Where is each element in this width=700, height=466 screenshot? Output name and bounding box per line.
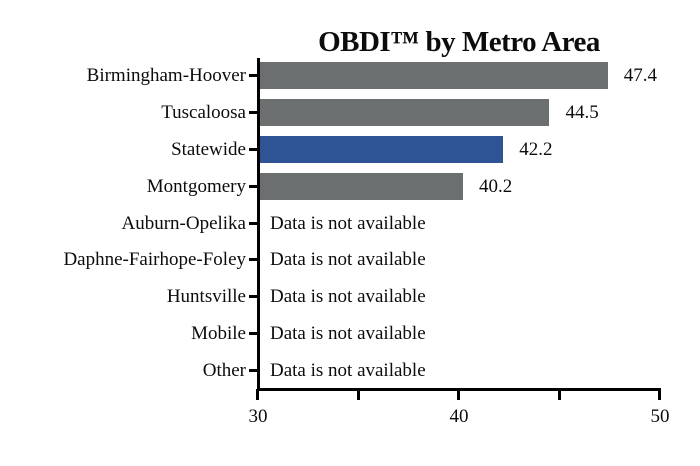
y-axis-tick	[249, 258, 258, 262]
x-axis-tick	[457, 389, 460, 400]
missing-data-label: Data is not available	[270, 249, 426, 271]
missing-data-label: Data is not available	[270, 212, 426, 234]
x-axis-tick-label: 30	[248, 406, 268, 427]
missing-data-label: Data is not available	[270, 322, 426, 344]
category-label: Statewide	[171, 138, 246, 160]
category-label: Tuscaloosa	[161, 102, 246, 124]
bar	[260, 172, 464, 200]
x-axis-tick	[557, 389, 561, 400]
y-axis-tick	[249, 111, 258, 115]
x-axis-tick	[256, 389, 259, 400]
missing-data-label: Data is not available	[270, 359, 426, 381]
y-axis-tick	[249, 368, 258, 372]
value-label: 44.5	[565, 102, 599, 124]
bar-highlight	[260, 135, 504, 163]
y-axis-tick	[249, 295, 258, 299]
category-label: Other	[202, 359, 246, 381]
category-label: Auburn-Opelika	[121, 212, 246, 234]
category-label: Birmingham-Hoover	[86, 65, 246, 87]
y-axis-tick	[249, 184, 258, 188]
x-axis-tick	[356, 389, 360, 400]
bar	[260, 62, 608, 90]
category-label: Daphne-Fairhope-Foley	[63, 249, 246, 271]
y-axis-tick	[249, 74, 258, 78]
value-label: 47.4	[623, 65, 657, 87]
value-label: 40.2	[479, 175, 513, 197]
category-label: Mobile	[191, 322, 246, 344]
chart-title: OBDI™ by Metro Area	[318, 26, 600, 58]
category-label: Montgomery	[146, 175, 246, 197]
missing-data-label: Data is not available	[270, 286, 426, 308]
y-axis-tick	[249, 147, 258, 151]
y-axis-tick	[249, 221, 258, 225]
x-axis-tick	[658, 389, 661, 400]
value-label: 42.2	[519, 138, 553, 160]
y-axis-tick	[249, 331, 258, 335]
bar	[260, 99, 550, 127]
category-label: Huntsville	[166, 286, 246, 308]
x-axis-tick-label: 50	[650, 406, 670, 427]
x-axis-tick-label: 40	[449, 406, 469, 427]
